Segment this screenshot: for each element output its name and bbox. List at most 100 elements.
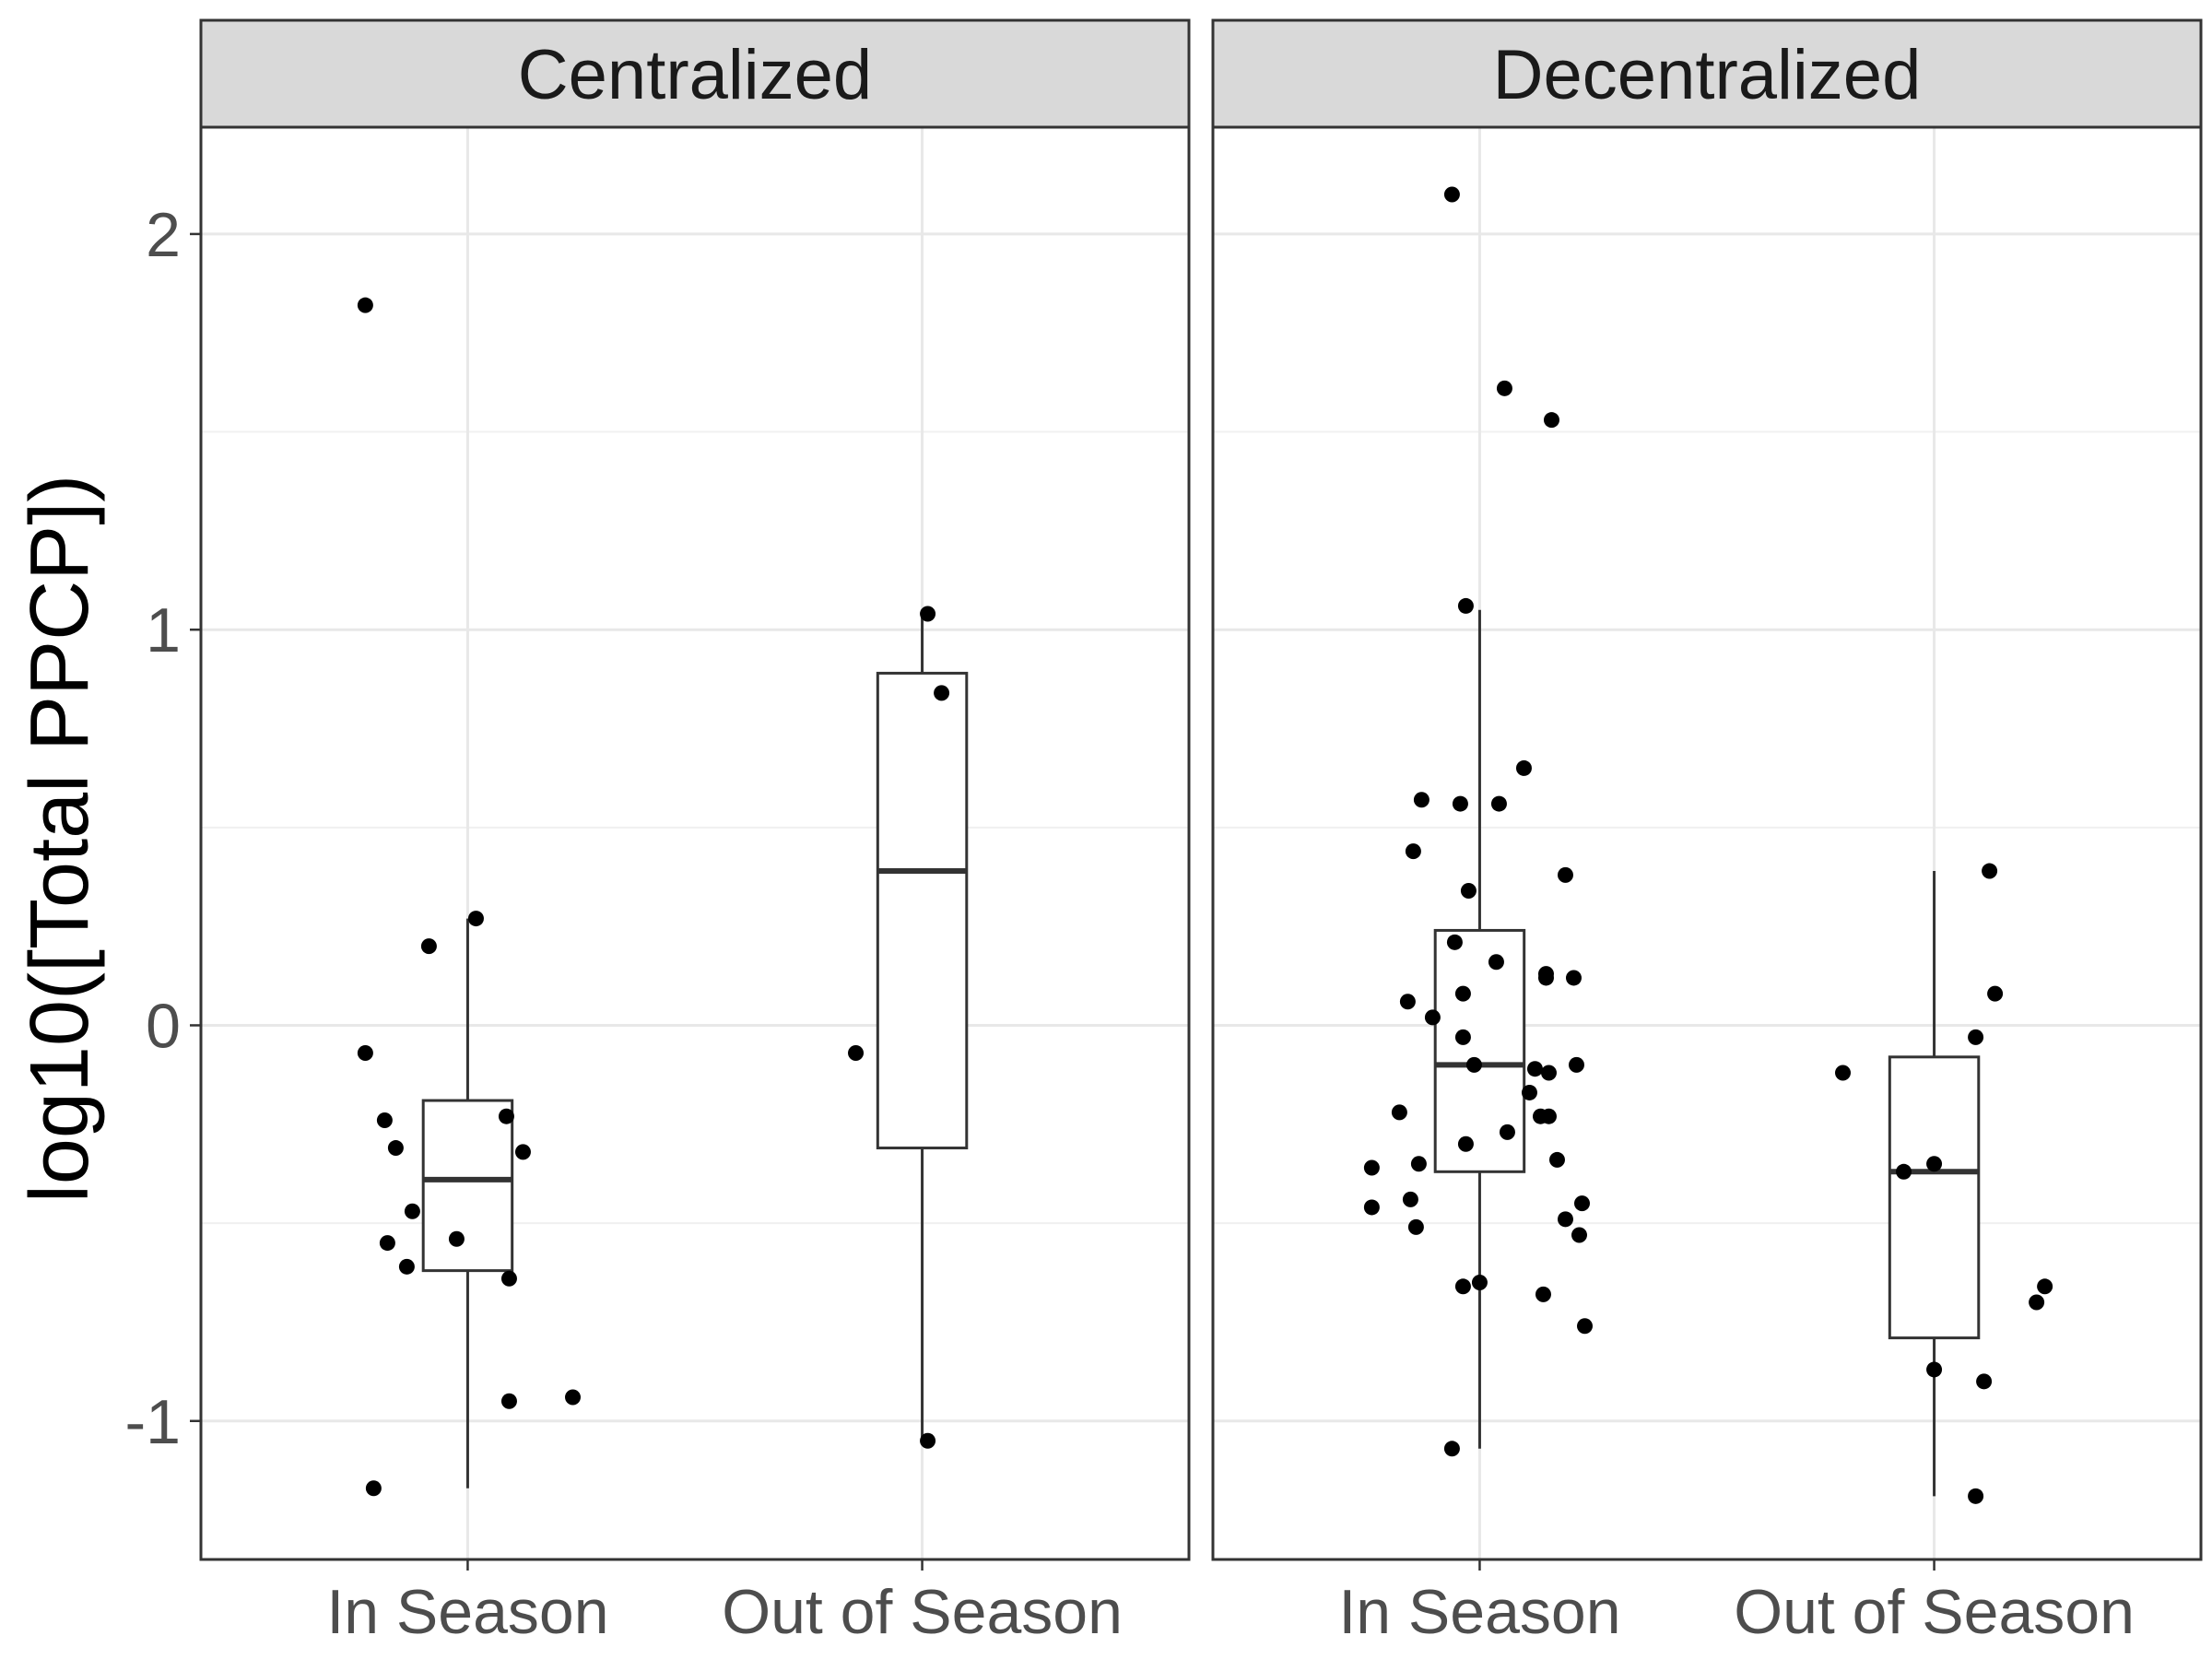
data-point: [1446, 934, 1463, 950]
data-point: [1540, 1065, 1557, 1081]
data-point: [387, 1140, 404, 1157]
data-point: [565, 1389, 582, 1406]
facet-panel-centralized: Centralized In Season Out of Season: [199, 18, 1191, 1647]
data-point: [376, 1112, 393, 1128]
data-point: [1540, 1108, 1557, 1124]
data-point: [1452, 795, 1468, 812]
data-point: [1405, 843, 1421, 860]
data-point: [1557, 1211, 1573, 1228]
data-point: [1488, 954, 1504, 971]
data-point: [848, 1045, 865, 1062]
data-point: [1363, 1199, 1380, 1216]
x-tick-label-in-season: In Season: [326, 1577, 608, 1647]
data-point: [1490, 795, 1507, 812]
data-point: [398, 1258, 415, 1275]
points-in-season: [357, 297, 582, 1497]
data-point: [1443, 1441, 1460, 1457]
data-point: [1424, 1009, 1441, 1026]
points-out-of-season: [848, 606, 950, 1449]
data-point: [2029, 1294, 2045, 1311]
x-tick-label-in-season: In Season: [1338, 1577, 1620, 1647]
data-point: [1987, 985, 2004, 1002]
data-point: [920, 1432, 936, 1449]
iqr-box: [421, 1099, 514, 1273]
facet-strip: [199, 18, 1191, 129]
data-point: [1968, 1488, 1984, 1504]
data-point: [467, 911, 484, 927]
boxplot-out-of-season: [1888, 871, 1981, 1497]
data-point: [1391, 1104, 1407, 1121]
data-point: [1410, 1156, 1427, 1172]
boxplot-out-of-season: [876, 614, 969, 1441]
y-axis-title: log10([Total PPCP]): [14, 475, 106, 1203]
data-point: [1557, 866, 1573, 883]
data-point: [1454, 1029, 1471, 1045]
data-point: [1465, 1056, 1482, 1073]
data-point: [357, 1045, 373, 1062]
data-point: [1537, 970, 1554, 986]
panel-background: [1213, 127, 2201, 1559]
data-point: [1526, 1061, 1543, 1077]
data-point: [1363, 1159, 1380, 1176]
data-point: [1413, 792, 1430, 808]
data-point: [1573, 1195, 1590, 1212]
facet-strip: [1211, 18, 2203, 129]
data-point: [1454, 1278, 1471, 1295]
data-point: [1548, 1151, 1565, 1168]
data-point: [365, 1480, 382, 1497]
data-point: [1521, 1084, 1537, 1100]
data-point: [379, 1235, 395, 1252]
data-point: [1457, 597, 1474, 614]
data-point: [448, 1230, 465, 1247]
data-point: [1565, 970, 1582, 986]
data-point: [1835, 1065, 1852, 1081]
iqr-box: [876, 671, 969, 1150]
data-point: [1443, 186, 1460, 203]
y-tick-label: -1: [125, 1387, 181, 1457]
data-point: [1402, 1191, 1418, 1207]
data-point: [1982, 863, 1998, 879]
data-point: [1399, 994, 1416, 1010]
y-tick-label: 0: [146, 991, 181, 1061]
data-point: [500, 1393, 517, 1409]
data-point: [1896, 1163, 1912, 1180]
data-point: [404, 1203, 420, 1219]
data-point: [1926, 1156, 1943, 1172]
data-point: [920, 606, 936, 622]
facet-panel-decentralized: Decentralized In Season Out of Season: [1211, 18, 2203, 1647]
data-point: [1499, 1124, 1515, 1140]
data-point: [1454, 985, 1471, 1002]
y-axis: -1 0 1 2: [125, 200, 201, 1457]
facet-strip-label: Decentralized: [1493, 36, 1922, 114]
panel-border: [199, 125, 1191, 1561]
data-point: [514, 1144, 531, 1160]
data-point: [1568, 1056, 1584, 1073]
data-point: [1968, 1029, 1984, 1045]
data-point: [1926, 1361, 1943, 1378]
data-point: [1543, 412, 1559, 429]
data-point: [1471, 1275, 1488, 1291]
data-point: [1976, 1373, 1993, 1390]
panel-background: [201, 127, 1189, 1559]
points-out-of-season: [1835, 863, 2053, 1504]
y-tick-label: 1: [146, 595, 181, 665]
data-point: [934, 685, 950, 701]
data-point: [1571, 1227, 1587, 1243]
facet-strip-label: Centralized: [518, 36, 872, 114]
data-point: [1577, 1318, 1594, 1335]
data-point: [1457, 1135, 1474, 1152]
data-point: [1515, 759, 1532, 776]
data-point: [500, 1270, 517, 1287]
data-point: [1535, 1286, 1551, 1302]
data-point: [2037, 1278, 2053, 1295]
points-in-season: [1363, 186, 1594, 1457]
data-point: [420, 938, 437, 955]
boxplot-in-season: [421, 918, 514, 1488]
data-point: [1496, 380, 1512, 396]
data-point: [498, 1108, 514, 1124]
x-tick-label-out-of-season: Out of Season: [722, 1577, 1123, 1647]
y-axis-title-group: log10([Total PPCP]): [14, 475, 106, 1203]
panel-border: [1211, 125, 2203, 1561]
iqr-box: [1888, 1055, 1981, 1340]
